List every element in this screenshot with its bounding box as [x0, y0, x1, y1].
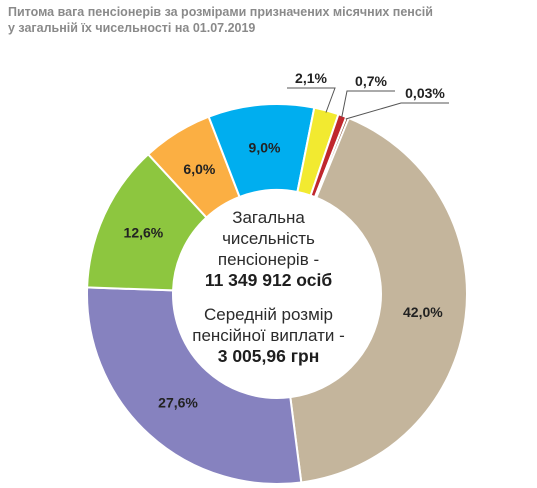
slice-label: 27,6% [158, 395, 198, 411]
chart-title-line-2: у загальній їх чисельності на 01.07.2019 [8, 21, 256, 35]
slice-label: 9,0% [249, 140, 281, 156]
slice-label: 42,0% [403, 304, 443, 320]
chart-title-line-1: Питома вага пенсіонерів за розмірами при… [8, 5, 433, 19]
total-label-line-2: чисельність [222, 229, 315, 248]
donut-slices [86, 103, 468, 485]
donut-slice [289, 115, 468, 484]
leader-line [341, 90, 395, 118]
slice-label: 0,7% [355, 73, 387, 89]
total-label-line-3: пенсіонерів - [217, 250, 320, 269]
average-pension-value: 3 005,96 грн [217, 346, 320, 366]
average-pension-block: Середній розмір пенсійної виплати - 3 00… [0, 304, 537, 367]
donut-slice [86, 286, 303, 485]
label-leader-lines [287, 87, 449, 120]
slice-label: 12,6% [124, 225, 164, 241]
average-label-line-2: пенсійної виплати - [192, 326, 345, 345]
average-label-line-1: Середній розмір [203, 305, 333, 324]
slice-label: 6,0% [183, 161, 215, 177]
slice-label: 0,03% [405, 85, 445, 101]
leader-line [345, 102, 449, 120]
total-pensioners-block: Загальна чисельність пенсіонерів - 11 34… [0, 207, 537, 291]
chart-title: Питома вага пенсіонерів за розмірами при… [8, 4, 528, 36]
total-label-line-1: Загальна [232, 208, 305, 227]
leader-line [287, 87, 336, 113]
donut-slice [313, 115, 351, 200]
total-pensioners-value: 11 349 912 осіб [204, 270, 333, 290]
slice-label: 2,1% [295, 70, 327, 86]
slice-labels: 42,0% 27,6% 12,6% 6,0% 9,0% 2,1% 0,7% 0,03% [124, 70, 446, 411]
